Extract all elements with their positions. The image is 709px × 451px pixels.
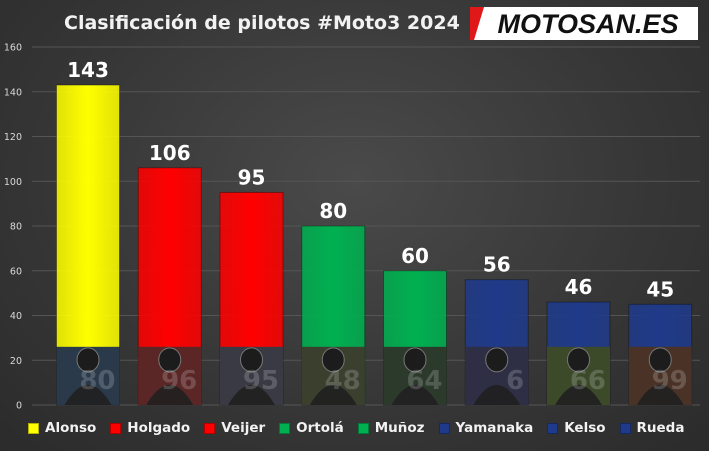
legend: Alonso Holgado Veijer Ortolá Muñoz Yamanaka Ke…	[28, 418, 709, 438]
legend-label: Kelso	[564, 420, 606, 436]
legend-item: Holgado	[110, 420, 190, 436]
legend-item: Yamanaka	[438, 420, 534, 436]
legend-label: Holgado	[127, 420, 191, 436]
legend-swatch	[279, 422, 291, 434]
data-label: 95	[238, 165, 266, 189]
y-tick-label: 160	[4, 43, 22, 54]
y-tick-label: 20	[10, 356, 22, 367]
svg-text:66: 66	[570, 366, 606, 396]
data-label: 60	[401, 244, 429, 268]
y-tick-label: 140	[4, 87, 22, 98]
data-label: 56	[483, 253, 511, 277]
legend-swatch	[619, 422, 631, 434]
rider-photo: 6	[465, 346, 529, 405]
legend-swatch	[547, 422, 559, 434]
legend-label: Muñoz	[374, 420, 425, 436]
data-label: 45	[646, 277, 674, 301]
logo-background	[470, 7, 698, 40]
rider-photo: 96	[138, 346, 202, 405]
y-tick-label: 60	[10, 266, 22, 277]
legend-swatch	[28, 422, 39, 434]
y-axis-ticks: 0 20 40 60 80 100 120 140 160	[4, 43, 22, 412]
data-label: 143	[67, 58, 109, 82]
rider-photo: 48	[301, 346, 365, 405]
y-tick-label: 80	[10, 222, 22, 233]
rider-photo: 66	[547, 346, 610, 405]
legend-label: Ortolá	[296, 420, 344, 436]
logo-text: MOTOSAN.ES	[497, 9, 678, 39]
y-tick-label: 120	[4, 132, 22, 143]
legend-label: Veijer	[221, 420, 266, 436]
legend-swatch	[110, 422, 122, 434]
page-title: Clasificación de pilotos #Moto3 2024	[64, 12, 460, 34]
legend-item: Rueda	[619, 420, 685, 436]
data-label: 80	[319, 199, 347, 223]
legend-item: Muñoz	[357, 420, 425, 436]
legend-item: Alonso	[28, 420, 96, 436]
rider-photo: 80	[56, 346, 120, 405]
svg-text:6: 6	[506, 366, 524, 396]
legend-item: Veijer	[204, 420, 265, 436]
legend-item: Kelso	[547, 420, 606, 436]
legend-swatch	[204, 422, 216, 434]
rider-photo: 95	[220, 346, 283, 405]
svg-text:80: 80	[79, 366, 115, 396]
motosan-logo: MOTOSAN.ES	[470, 7, 698, 40]
svg-text:64: 64	[406, 366, 442, 396]
y-tick-label: 100	[4, 177, 22, 188]
rider-photo: 64	[383, 346, 447, 405]
legend-label: Alonso	[45, 420, 97, 436]
svg-text:95: 95	[243, 366, 279, 396]
rider-photos: 80 96 95 48 64 6 66 99	[56, 346, 692, 405]
rider-photo: 99	[628, 346, 692, 405]
svg-text:48: 48	[325, 366, 361, 396]
svg-text:96: 96	[161, 366, 197, 396]
legend-item: Ortolá	[279, 420, 344, 436]
data-labels: 143 106 95 80 60 56 46 45	[67, 58, 674, 301]
y-tick-label: 40	[10, 311, 22, 322]
data-label: 46	[565, 275, 593, 299]
legend-label: Rueda	[636, 420, 685, 436]
logo-accent-stripe	[470, 7, 484, 40]
legend-swatch	[357, 422, 369, 434]
y-tick-label: 0	[16, 401, 22, 412]
legend-swatch	[438, 422, 450, 434]
svg-text:99: 99	[652, 366, 688, 396]
legend-label: Yamanaka	[455, 420, 534, 436]
data-label: 106	[149, 141, 191, 165]
